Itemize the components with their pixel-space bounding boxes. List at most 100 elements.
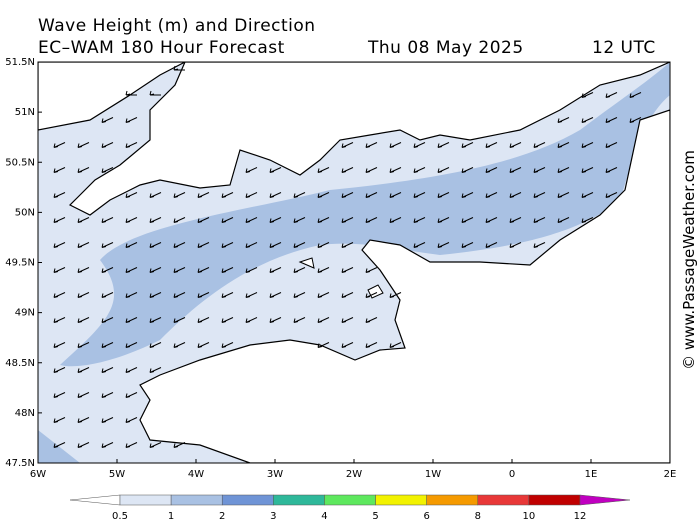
colorbar-label: 0.5 xyxy=(112,511,128,522)
arrow xyxy=(293,317,306,323)
arrow xyxy=(77,342,90,348)
arrow xyxy=(125,142,138,148)
arrow xyxy=(101,442,114,448)
arrow xyxy=(581,217,594,223)
arrow xyxy=(605,142,618,148)
arrow xyxy=(221,342,234,348)
lat-label: 50.5N xyxy=(5,157,35,168)
arrow xyxy=(581,117,594,123)
arrow xyxy=(293,267,306,273)
arrow xyxy=(629,117,642,123)
arrow xyxy=(317,217,330,223)
arrow xyxy=(245,217,258,223)
arrow xyxy=(53,342,66,348)
arrow xyxy=(125,342,138,348)
arrow xyxy=(365,142,378,148)
arrow xyxy=(269,192,282,198)
arrow xyxy=(293,217,306,223)
colorbar-segment xyxy=(426,494,479,506)
arrow xyxy=(221,267,234,273)
arrow xyxy=(101,217,114,223)
colorbar-label: 6 xyxy=(423,511,429,522)
arrow xyxy=(53,392,66,398)
arrow xyxy=(269,292,282,298)
arrow xyxy=(101,117,114,123)
arrow xyxy=(53,242,66,248)
arrow xyxy=(317,317,330,323)
lon-label: 2W xyxy=(346,469,362,480)
arrow xyxy=(629,92,642,98)
arrow xyxy=(461,167,474,173)
arrow xyxy=(149,442,162,448)
arrow xyxy=(101,267,114,273)
lon-label: 3W xyxy=(267,469,283,480)
arrow xyxy=(389,192,402,198)
arrow xyxy=(341,342,354,348)
arrow xyxy=(269,317,282,323)
arrow xyxy=(101,342,114,348)
arrow xyxy=(101,167,114,173)
arrow xyxy=(413,242,426,248)
arrow xyxy=(461,217,474,223)
lon-label: 4W xyxy=(188,469,204,480)
arrow xyxy=(341,292,354,298)
arrow xyxy=(101,417,114,423)
arrow xyxy=(53,192,66,198)
lon-label: 1E xyxy=(585,469,598,480)
arrow xyxy=(533,142,546,148)
arrow xyxy=(581,192,594,198)
arrow xyxy=(413,167,426,173)
arrow xyxy=(365,342,378,348)
arrow xyxy=(317,342,330,348)
map-area xyxy=(38,62,670,463)
arrow xyxy=(509,167,522,173)
arrow xyxy=(317,242,330,248)
arrow xyxy=(173,267,186,273)
arrow xyxy=(389,167,402,173)
arrow xyxy=(77,417,90,423)
colorbar-segment xyxy=(170,494,223,506)
arrow xyxy=(197,267,210,273)
arrow xyxy=(101,392,114,398)
arrow xyxy=(53,417,66,423)
arrow xyxy=(341,167,354,173)
colorbar-segment xyxy=(528,494,581,506)
arrow xyxy=(149,242,162,248)
time: 12 UTC xyxy=(592,38,656,58)
arrow xyxy=(365,317,378,323)
arrow xyxy=(173,65,185,71)
arrow xyxy=(77,167,90,173)
colorbar-segment xyxy=(273,494,325,506)
arrow xyxy=(341,317,354,323)
arrow xyxy=(173,442,186,448)
arrow xyxy=(437,167,450,173)
wave-patch xyxy=(38,430,80,463)
lon-label: 0 xyxy=(509,469,515,480)
arrow xyxy=(269,217,282,223)
arrow xyxy=(245,192,258,198)
arrow xyxy=(149,292,162,298)
arrow xyxy=(485,192,498,198)
arrow xyxy=(125,417,138,423)
arrow xyxy=(245,292,258,298)
arrow xyxy=(53,167,66,173)
arrow xyxy=(197,292,210,298)
arrow xyxy=(221,192,234,198)
arrow xyxy=(293,192,306,198)
arrow xyxy=(125,217,138,223)
arrow xyxy=(365,217,378,223)
arrow xyxy=(77,292,90,298)
arrow xyxy=(101,142,114,148)
arrow xyxy=(341,217,354,223)
arrow xyxy=(173,342,186,348)
arrow xyxy=(533,217,546,223)
wave-direction-arrows xyxy=(53,65,642,448)
arrow xyxy=(293,242,306,248)
arrow xyxy=(341,242,354,248)
arrow xyxy=(341,192,354,198)
colorbar-label: 1 xyxy=(168,511,174,522)
arrow xyxy=(77,317,90,323)
arrow xyxy=(341,267,354,273)
arrow xyxy=(533,167,546,173)
lat-label: 47.5N xyxy=(5,458,35,469)
